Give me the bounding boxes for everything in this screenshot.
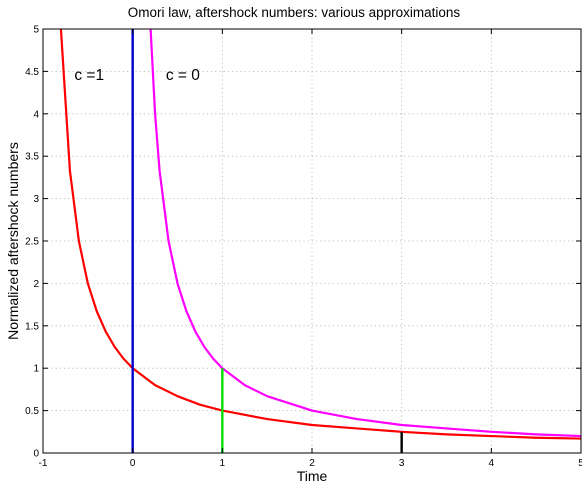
annotation-1: c = 0 bbox=[166, 67, 200, 84]
x-tick-label-4: 3 bbox=[399, 458, 405, 469]
x-tick-label-1: 0 bbox=[130, 458, 136, 469]
series-line-1 bbox=[149, 29, 581, 438]
x-axis-label: Time bbox=[297, 468, 328, 484]
x-tick-label-2: 1 bbox=[220, 458, 226, 469]
tick-layer: -1 0 1 2 3 4 500.511.522.533.544.55 bbox=[25, 25, 582, 470]
x-tick-label-3: 2 bbox=[309, 458, 315, 469]
y-axis-label: Normalized aftershock numbers bbox=[5, 142, 21, 340]
y-tick-label-8: 4 bbox=[33, 109, 39, 120]
grid-layer bbox=[43, 29, 581, 453]
annotations-layer: c =1 c = 0 bbox=[74, 67, 200, 84]
annotation-0: c =1 bbox=[74, 67, 104, 84]
y-tick-label-3: 1.5 bbox=[25, 321, 39, 332]
y-tick-label-6: 3 bbox=[33, 194, 39, 205]
y-tick-label-0: 0 bbox=[33, 449, 39, 460]
series-line-0 bbox=[59, 29, 581, 440]
y-tick-label-4: 2 bbox=[33, 279, 39, 290]
y-tick-label-2: 1 bbox=[33, 364, 39, 375]
series-layer bbox=[59, 29, 581, 440]
x-tick-label-0: -1 bbox=[39, 458, 48, 469]
y-tick-label-5: 2.5 bbox=[25, 237, 39, 248]
y-tick-label-7: 3.5 bbox=[25, 152, 39, 163]
vertical-lines-layer bbox=[131, 29, 403, 453]
x-tick-label-6: 5 bbox=[578, 458, 582, 469]
y-tick-label-9: 4.5 bbox=[25, 67, 39, 78]
y-tick-label-10: 5 bbox=[33, 25, 39, 36]
x-tick-label-5: 4 bbox=[489, 458, 495, 469]
chart-title: Omori law, aftershock numbers: various a… bbox=[128, 5, 461, 20]
y-tick-label-1: 0.5 bbox=[25, 406, 39, 417]
